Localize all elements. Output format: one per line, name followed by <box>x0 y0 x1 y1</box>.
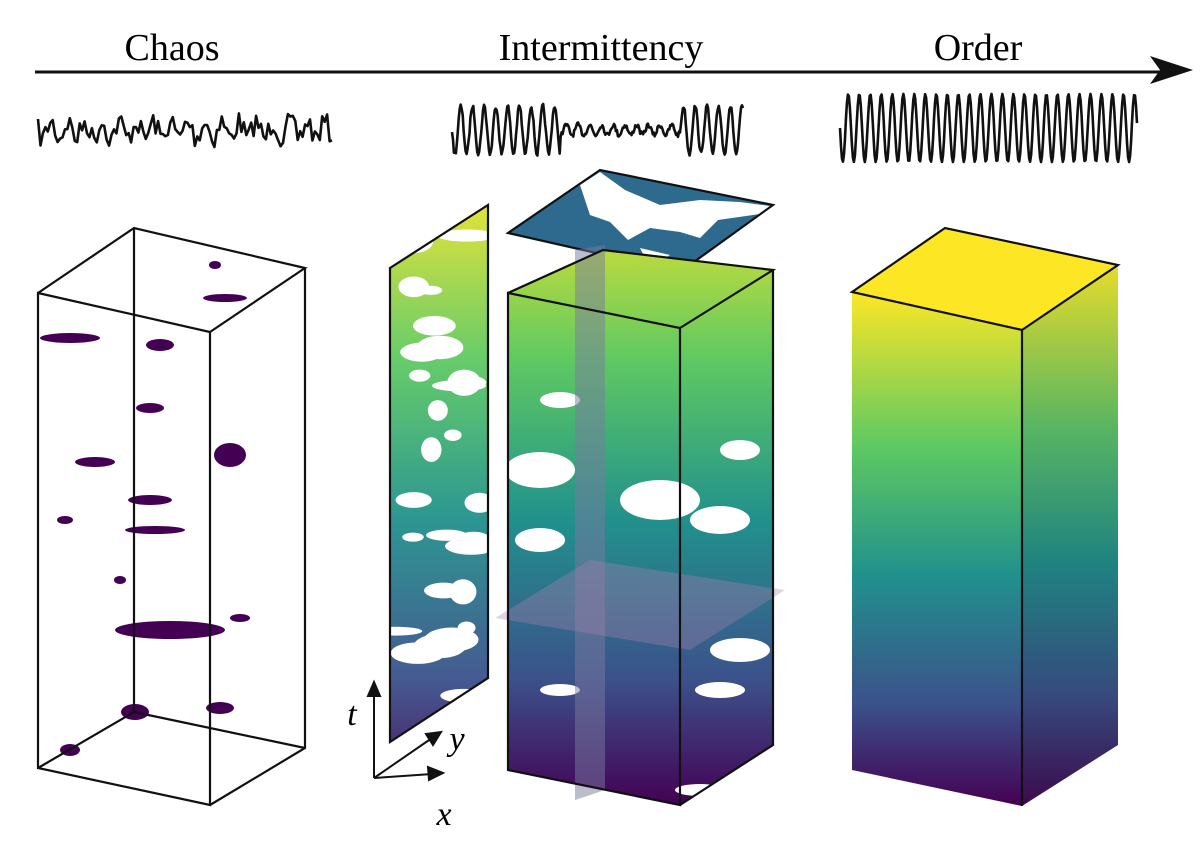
axis-label: y <box>446 721 465 758</box>
gap <box>505 452 575 488</box>
blob <box>206 702 234 714</box>
gap <box>400 342 444 362</box>
gap <box>457 531 491 547</box>
regime-label: Order <box>934 27 1023 69</box>
blob <box>209 261 221 269</box>
gap <box>427 400 448 421</box>
signal <box>450 102 745 157</box>
gap <box>515 528 565 552</box>
arrow-head <box>1150 56 1193 84</box>
gap <box>464 492 495 513</box>
blob <box>136 403 164 413</box>
gap <box>440 688 487 703</box>
gap <box>424 627 479 652</box>
gap <box>675 784 725 796</box>
blob <box>125 526 185 534</box>
blob <box>75 457 115 467</box>
gap <box>426 529 468 541</box>
gap <box>710 638 770 662</box>
blob <box>128 495 172 505</box>
blob <box>114 576 126 584</box>
chaos-box <box>36 226 308 807</box>
gap <box>402 532 424 542</box>
signal <box>36 112 333 149</box>
blob <box>230 614 250 622</box>
gap <box>419 285 443 295</box>
blob <box>57 516 73 524</box>
gap <box>444 429 462 441</box>
gap <box>720 440 760 460</box>
blob <box>115 621 225 639</box>
regime-label: Chaos <box>125 27 220 69</box>
gap <box>395 492 432 508</box>
axis-label: t <box>347 696 358 733</box>
gap <box>540 684 580 696</box>
gap <box>432 380 487 392</box>
gap <box>409 369 431 382</box>
blob <box>40 333 100 343</box>
gap <box>690 506 750 534</box>
gap <box>695 682 745 698</box>
blob <box>146 339 174 351</box>
blob <box>203 294 247 302</box>
regime-label: Intermittency <box>499 27 704 69</box>
axes-glyph <box>366 679 446 782</box>
gap <box>391 229 434 254</box>
gap <box>424 582 463 599</box>
gap <box>436 229 497 242</box>
gap <box>368 626 423 636</box>
blob <box>214 443 246 467</box>
signals <box>36 92 1139 164</box>
gap <box>412 316 456 336</box>
gap <box>540 392 580 408</box>
axis-label: x <box>435 796 451 833</box>
gap <box>620 480 700 520</box>
gap <box>421 437 442 462</box>
intermittency-box <box>368 168 785 807</box>
signal <box>838 92 1139 164</box>
order-box <box>849 226 1121 806</box>
